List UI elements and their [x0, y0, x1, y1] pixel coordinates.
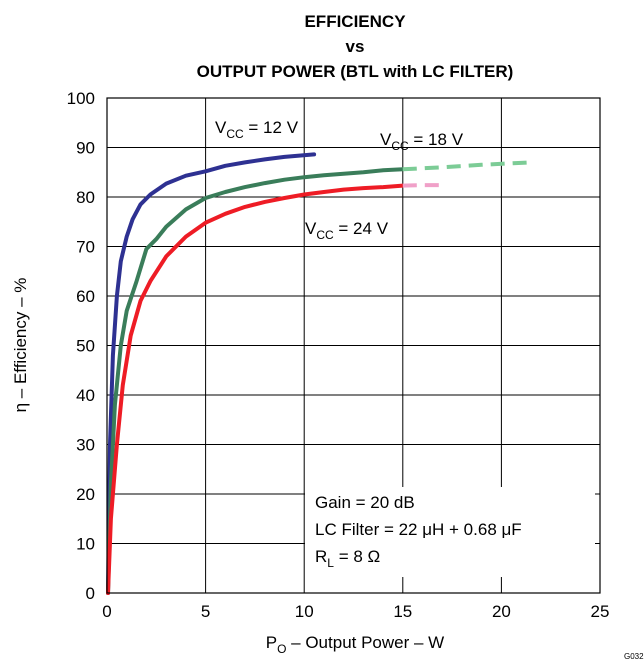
annotation-line-2: RL = 8 Ω — [315, 547, 380, 570]
plot-frame — [106, 97, 601, 594]
series-labels: VCC = 12 V VCC = 18 V VCC = 24 V — [215, 118, 464, 242]
y-tick-label: 20 — [76, 485, 95, 504]
y-tick-labels: 0 10 20 30 40 50 60 70 80 90 100 — [67, 89, 95, 603]
annotation-line-1: LC Filter = 22 μH + 0.68 μF — [315, 520, 522, 539]
y-tick-label: 10 — [76, 535, 95, 554]
y-axis-label: η – Efficiency – % — [11, 278, 30, 413]
series-line-1 — [106, 167, 405, 595]
annotation-background — [305, 487, 595, 577]
title-line-3: OUTPUT POWER (BTL with LC FILTER) — [197, 62, 514, 81]
series-extension-2 — [402, 183, 443, 188]
y-tick-label: 50 — [76, 337, 95, 356]
y-tick-label: 30 — [76, 436, 95, 455]
x-tick-label: 10 — [295, 602, 314, 621]
title-line-1: EFFICIENCY — [304, 12, 406, 31]
x-axis-label: PO – Output Power – W — [266, 633, 444, 656]
conditions-annotation: Gain = 20 dB LC Filter = 22 μH + 0.68 μF R… — [315, 493, 522, 570]
y-tick-label: 90 — [76, 139, 95, 158]
series-line-2 — [106, 183, 405, 595]
annotation-line-0: Gain = 20 dB — [315, 493, 415, 512]
title-line-2: vs — [346, 37, 365, 56]
y-tick-label: 100 — [67, 89, 95, 108]
series-line-0 — [106, 152, 317, 595]
y-tick-label: 40 — [76, 386, 95, 405]
y-tick-label: 70 — [76, 238, 95, 257]
x-tick-labels: 0 5 10 15 20 25 — [102, 602, 609, 621]
x-tick-label: 5 — [201, 602, 210, 621]
chart-title: EFFICIENCY vs OUTPUT POWER (BTL with LC … — [197, 12, 514, 81]
y-tick-label: 80 — [76, 188, 95, 207]
y-tick-label: 60 — [76, 287, 95, 306]
figure-id: G032 — [624, 652, 644, 661]
x-tick-label: 20 — [492, 602, 511, 621]
series-label-1: VCC = 18 V — [380, 130, 464, 153]
x-tick-label: 15 — [393, 602, 412, 621]
series-label-0: VCC = 12 V — [215, 118, 299, 141]
series-extension-1 — [402, 160, 532, 172]
series-layer — [106, 152, 532, 595]
y-tick-label: 0 — [86, 584, 95, 603]
series-label-2: VCC = 24 V — [305, 219, 389, 242]
x-tick-label: 25 — [591, 602, 610, 621]
x-tick-label: 0 — [102, 602, 111, 621]
